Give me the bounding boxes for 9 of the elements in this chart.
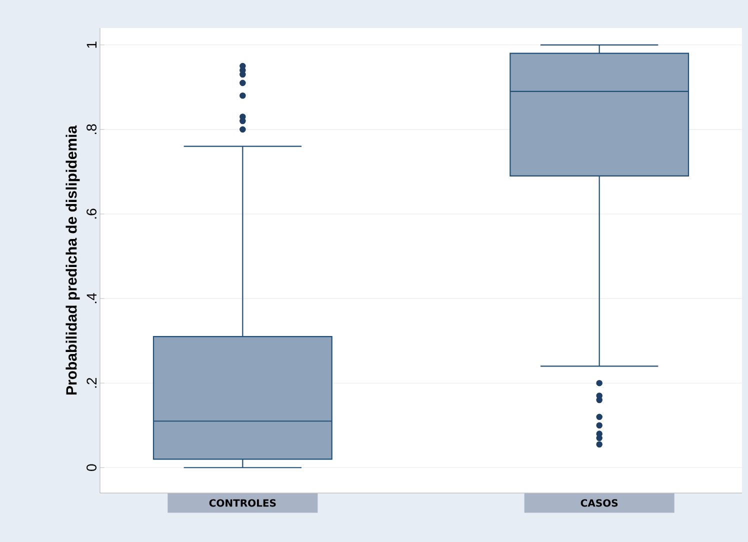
y-tick-label: .8 (86, 124, 96, 134)
x-tick-label: CASOS (580, 499, 618, 507)
y-axis-title: Probabilidad predicha de dislipidemia (66, 125, 80, 395)
x-tick-label: CONTROLES (209, 499, 276, 507)
y-tick-label: 1 (86, 42, 96, 48)
y-tick-label: 0 (86, 464, 96, 471)
y-tick-label: .4 (86, 293, 96, 304)
y-tick-label: .2 (86, 378, 96, 388)
y-tick-label: .6 (86, 208, 96, 219)
